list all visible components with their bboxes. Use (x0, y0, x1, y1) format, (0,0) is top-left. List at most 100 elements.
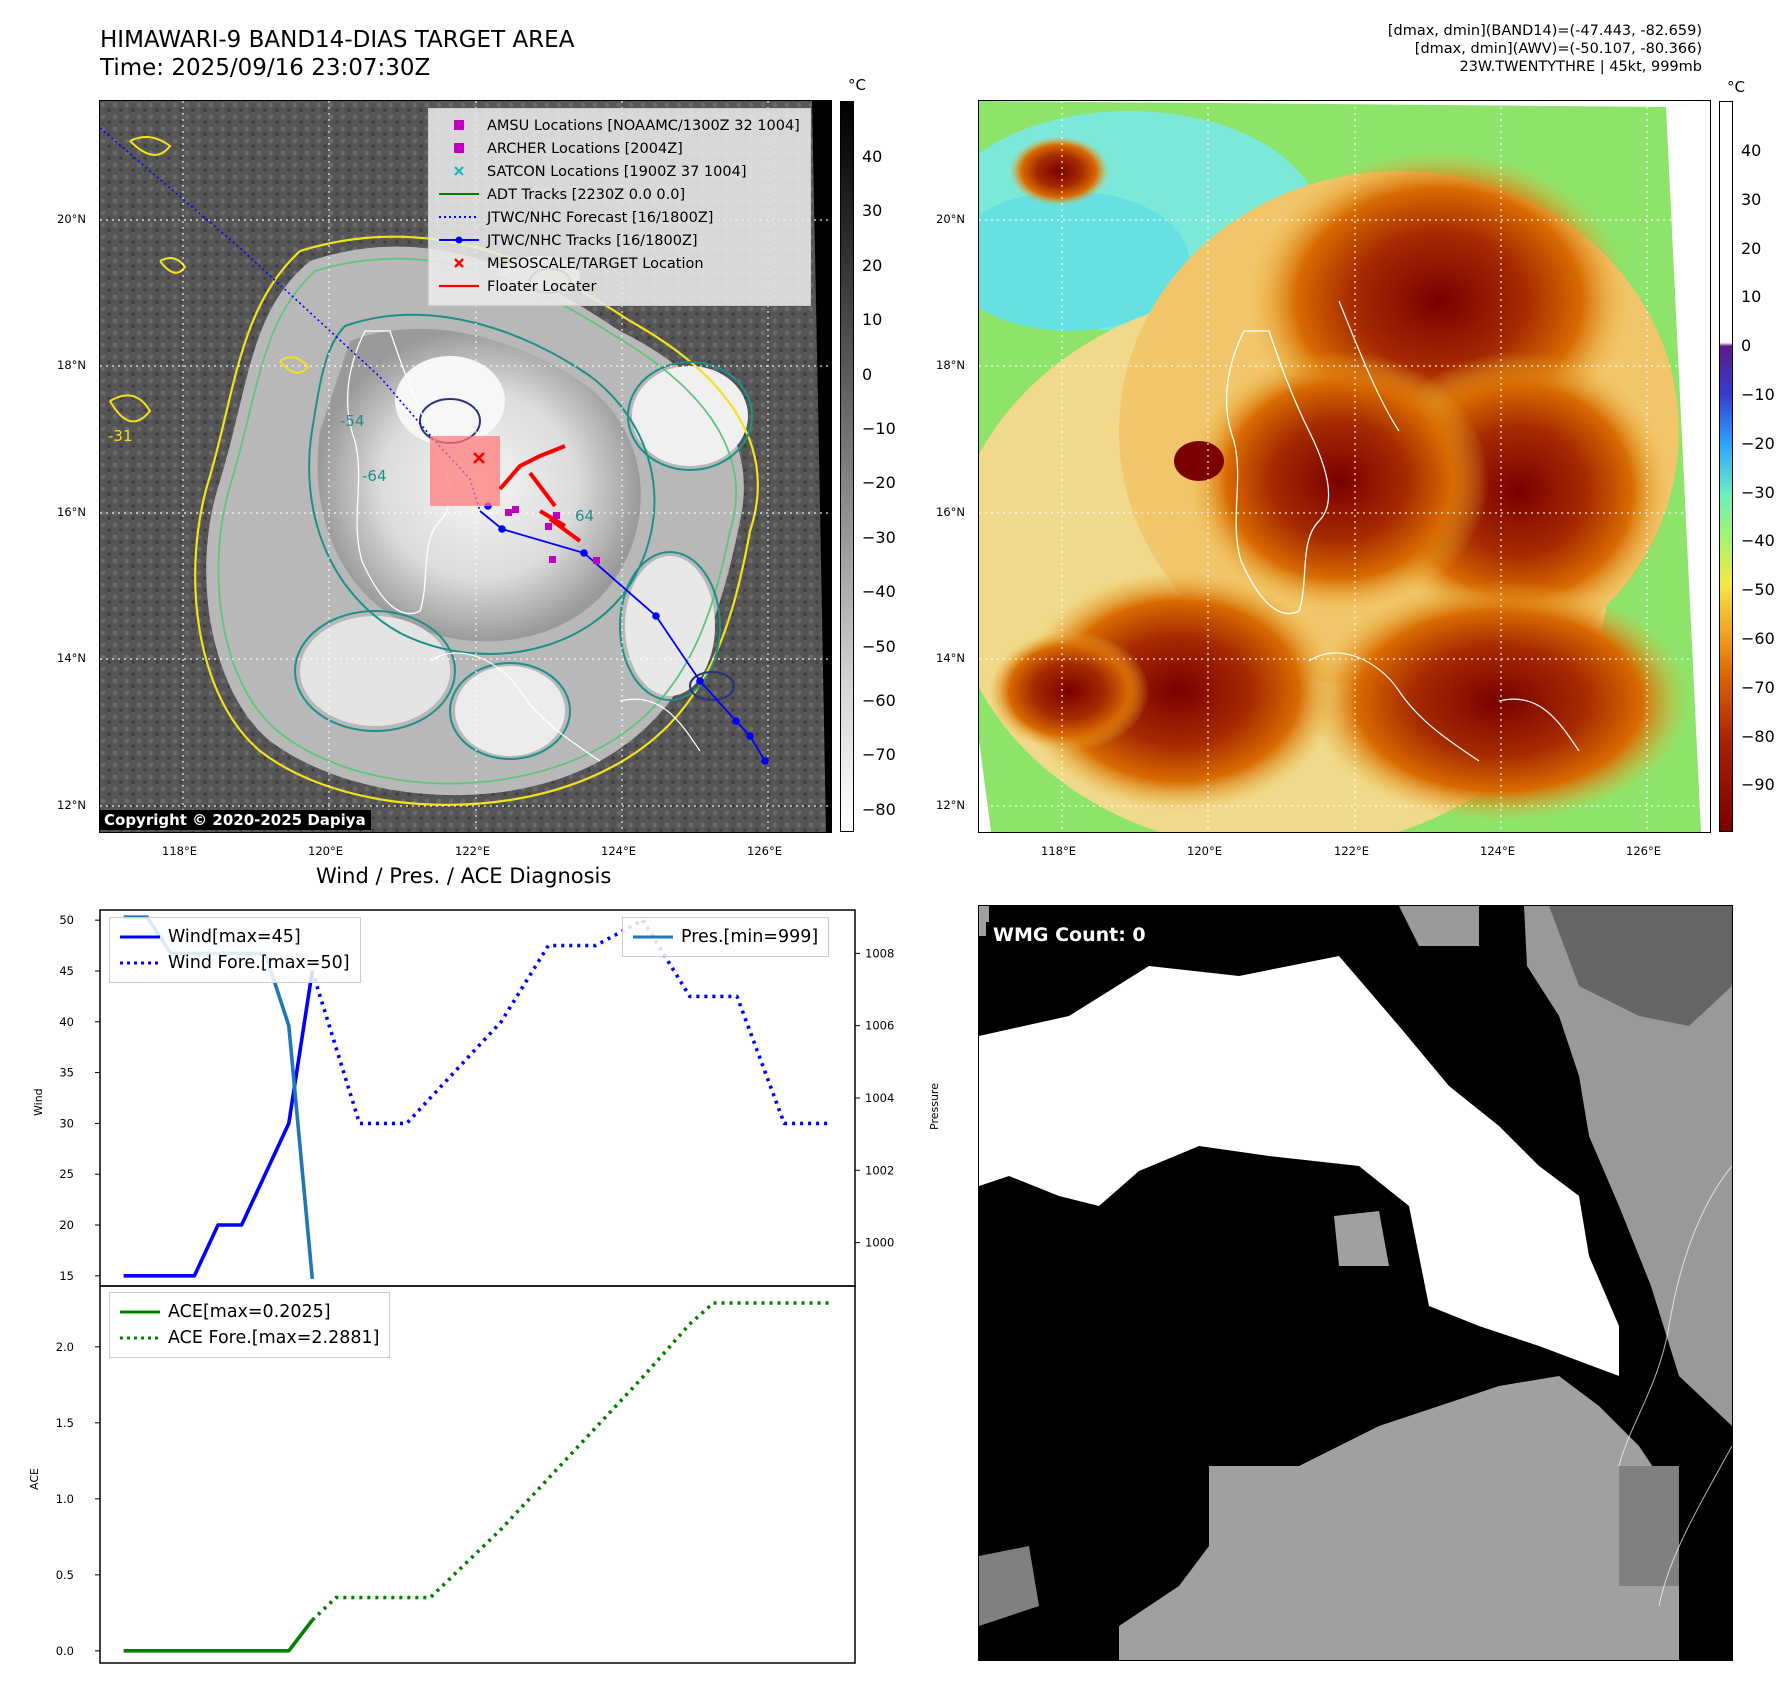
lat-label: 20°N (57, 212, 86, 226)
lon-label: 126°E (1626, 844, 1661, 858)
colorbar-tick-label: 10 (1741, 287, 1762, 307)
colorbar-tick-label: 10 (862, 310, 883, 330)
contour-label: -64 (362, 467, 387, 485)
map-legend: AMSU Locations [NOAAMC/1300Z 32 1004] AR… (428, 108, 811, 306)
pressure-tick-label: 1000 (865, 1236, 894, 1250)
colorbar-tick-label: 0 (1741, 336, 1752, 356)
lat-label: 18°N (57, 358, 86, 372)
legend-item-archer: ARCHER Locations [2004Z] (439, 138, 800, 161)
awv-map-panel (978, 100, 1711, 833)
colorbar-tick-label: −70 (862, 745, 896, 765)
green-dotted-line-icon (120, 1325, 160, 1351)
contour-label: -31 (108, 427, 133, 445)
wind-tick-label: 45 (59, 964, 74, 978)
lat-label: 20°N (936, 212, 965, 226)
legend-label: ARCHER Locations [2004Z] (487, 141, 683, 157)
red-x-icon (439, 253, 479, 276)
wind-tick-label: 15 (59, 1269, 74, 1283)
colorbar-tick-label: −40 (862, 582, 896, 602)
legend-label: SATCON Locations [1900Z 37 1004] (487, 164, 747, 180)
magenta-square-icon (439, 138, 479, 161)
lon-label: 118°E (1041, 844, 1076, 858)
band14-range: [dmax, dmin](BAND14)=(-47.443, -82.659) (1387, 23, 1702, 39)
legend-item-forecast: JTWC/NHC Forecast [16/1800Z] (439, 207, 800, 230)
title-line-1: HIMAWARI-9 BAND14-DIAS TARGET AREA (100, 27, 575, 53)
storm-id: 23W.TWENTYTHRE | 45kt, 999mb (1459, 59, 1702, 75)
colorbar-tick-label: −60 (862, 691, 896, 710)
legend-label: Pres.[min=999] (681, 927, 819, 947)
awv-map-graphic (979, 101, 1710, 832)
ace-tick-label: 1.5 (56, 1416, 74, 1430)
pressure-legend: Pres.[min=999] (622, 917, 830, 957)
legend-label: Wind[max=45] (168, 927, 301, 947)
colorbar-tick-label: −80 (862, 799, 896, 819)
cyan-x-icon (439, 161, 479, 184)
legend-item-tracks: JTWC/NHC Tracks [16/1800Z] (439, 230, 800, 253)
pressure-tick-label: 1006 (865, 1019, 894, 1033)
legend-item-wind: Wind[max=45] (120, 924, 350, 950)
blue-line-icon (120, 924, 160, 950)
lat-label: 12°N (57, 798, 86, 812)
wind-tick-label: 30 (59, 1116, 74, 1130)
legend-item-amsu: AMSU Locations [NOAAMC/1300Z 32 1004] (439, 115, 800, 138)
wind-tick-label: 20 (59, 1218, 74, 1232)
legend-label: Floater Locater (487, 279, 597, 295)
ace-tick-label: 1.0 (56, 1492, 74, 1506)
legend-item-target: MESOSCALE/TARGET Location (439, 253, 800, 276)
legend-label: JTWC/NHC Tracks [16/1800Z] (487, 233, 698, 249)
colorbar-tick-label: −30 (862, 527, 896, 547)
colorbar-tick-label: −10 (1741, 385, 1775, 404)
lon-label: 126°E (747, 844, 782, 858)
legend-label: ADT Tracks [2230Z 0.0 0.0] (487, 187, 686, 203)
legend-item-wind-fore: Wind Fore.[max=50] (120, 950, 350, 976)
colorbar-tick-label: 40 (1741, 141, 1762, 160)
colorbar-tick-label: 40 (862, 147, 883, 166)
lat-label: 16°N (936, 505, 965, 519)
lat-label: 12°N (936, 798, 965, 812)
pressure-tick-label: 1004 (865, 1091, 894, 1105)
ace-tick-label: 2.0 (56, 1340, 74, 1354)
green-line-icon (439, 184, 479, 207)
colorbar-tick-label: −80 (1741, 726, 1775, 746)
wind-tick-label: 50 (59, 913, 74, 927)
lat-label: 16°N (57, 505, 86, 519)
green-line-icon (120, 1299, 160, 1325)
lat-label: 14°N (57, 651, 86, 665)
legend-label: AMSU Locations [NOAAMC/1300Z 32 1004] (487, 118, 800, 134)
pressure-tick-label: 1008 (865, 946, 894, 960)
colorbar-unit: °C (1727, 78, 1745, 96)
contour-label: -54 (340, 412, 365, 430)
colorbar-tick-label: −60 (1741, 629, 1775, 648)
ace-tick-label: 0.5 (56, 1568, 74, 1582)
awv-range: [dmax, dmin](AWV)=(-50.107, -80.366) (1414, 41, 1702, 57)
wind-tick-label: 40 (59, 1015, 74, 1029)
red-line-icon (439, 276, 479, 299)
colorbar-tick-label: −50 (862, 636, 896, 656)
wind-tick-label: 25 (59, 1167, 74, 1181)
lon-label: 118°E (162, 844, 197, 858)
lon-label: 124°E (1480, 844, 1515, 858)
legend-label: Wind Fore.[max=50] (168, 953, 350, 973)
wind-tick-label: 35 (59, 1066, 74, 1080)
wmg-count-badge: WMG Count: 0 (986, 922, 1153, 948)
wmg-panel (978, 905, 1733, 1661)
ace-tick-label: 0.0 (56, 1644, 74, 1658)
legend-item-adt: ADT Tracks [2230Z 0.0 0.0] (439, 184, 800, 207)
copyright-notice: Copyright © 2020-2025 Dapiya (99, 810, 371, 830)
figure-title: HIMAWARI-9 BAND14-DIAS TARGET AREA Time:… (100, 26, 574, 82)
colorbar-tick-label: 30 (1741, 189, 1762, 209)
legend-label: ACE[max=0.2025] (168, 1302, 331, 1322)
lon-label: 122°E (455, 844, 490, 858)
pressure-tick-label: 1002 (865, 1163, 894, 1177)
ace-series-line (123, 1619, 314, 1653)
legend-item-pressure: Pres.[min=999] (633, 924, 818, 950)
colorbar-tick-label: 20 (1741, 238, 1762, 258)
colorbar-tick-label: −40 (1741, 531, 1775, 551)
legend-label: MESOSCALE/TARGET Location (487, 256, 704, 272)
contour-label: 64 (575, 507, 594, 525)
blue-dotted-line-icon (120, 950, 160, 976)
colorbar-tick-label: 0 (862, 364, 873, 384)
title-line-2: Time: 2025/09/16 23:07:30Z (100, 55, 431, 81)
colorbar-tick-label: −30 (1741, 482, 1775, 502)
colorbar-tick-label: −50 (1741, 580, 1775, 600)
